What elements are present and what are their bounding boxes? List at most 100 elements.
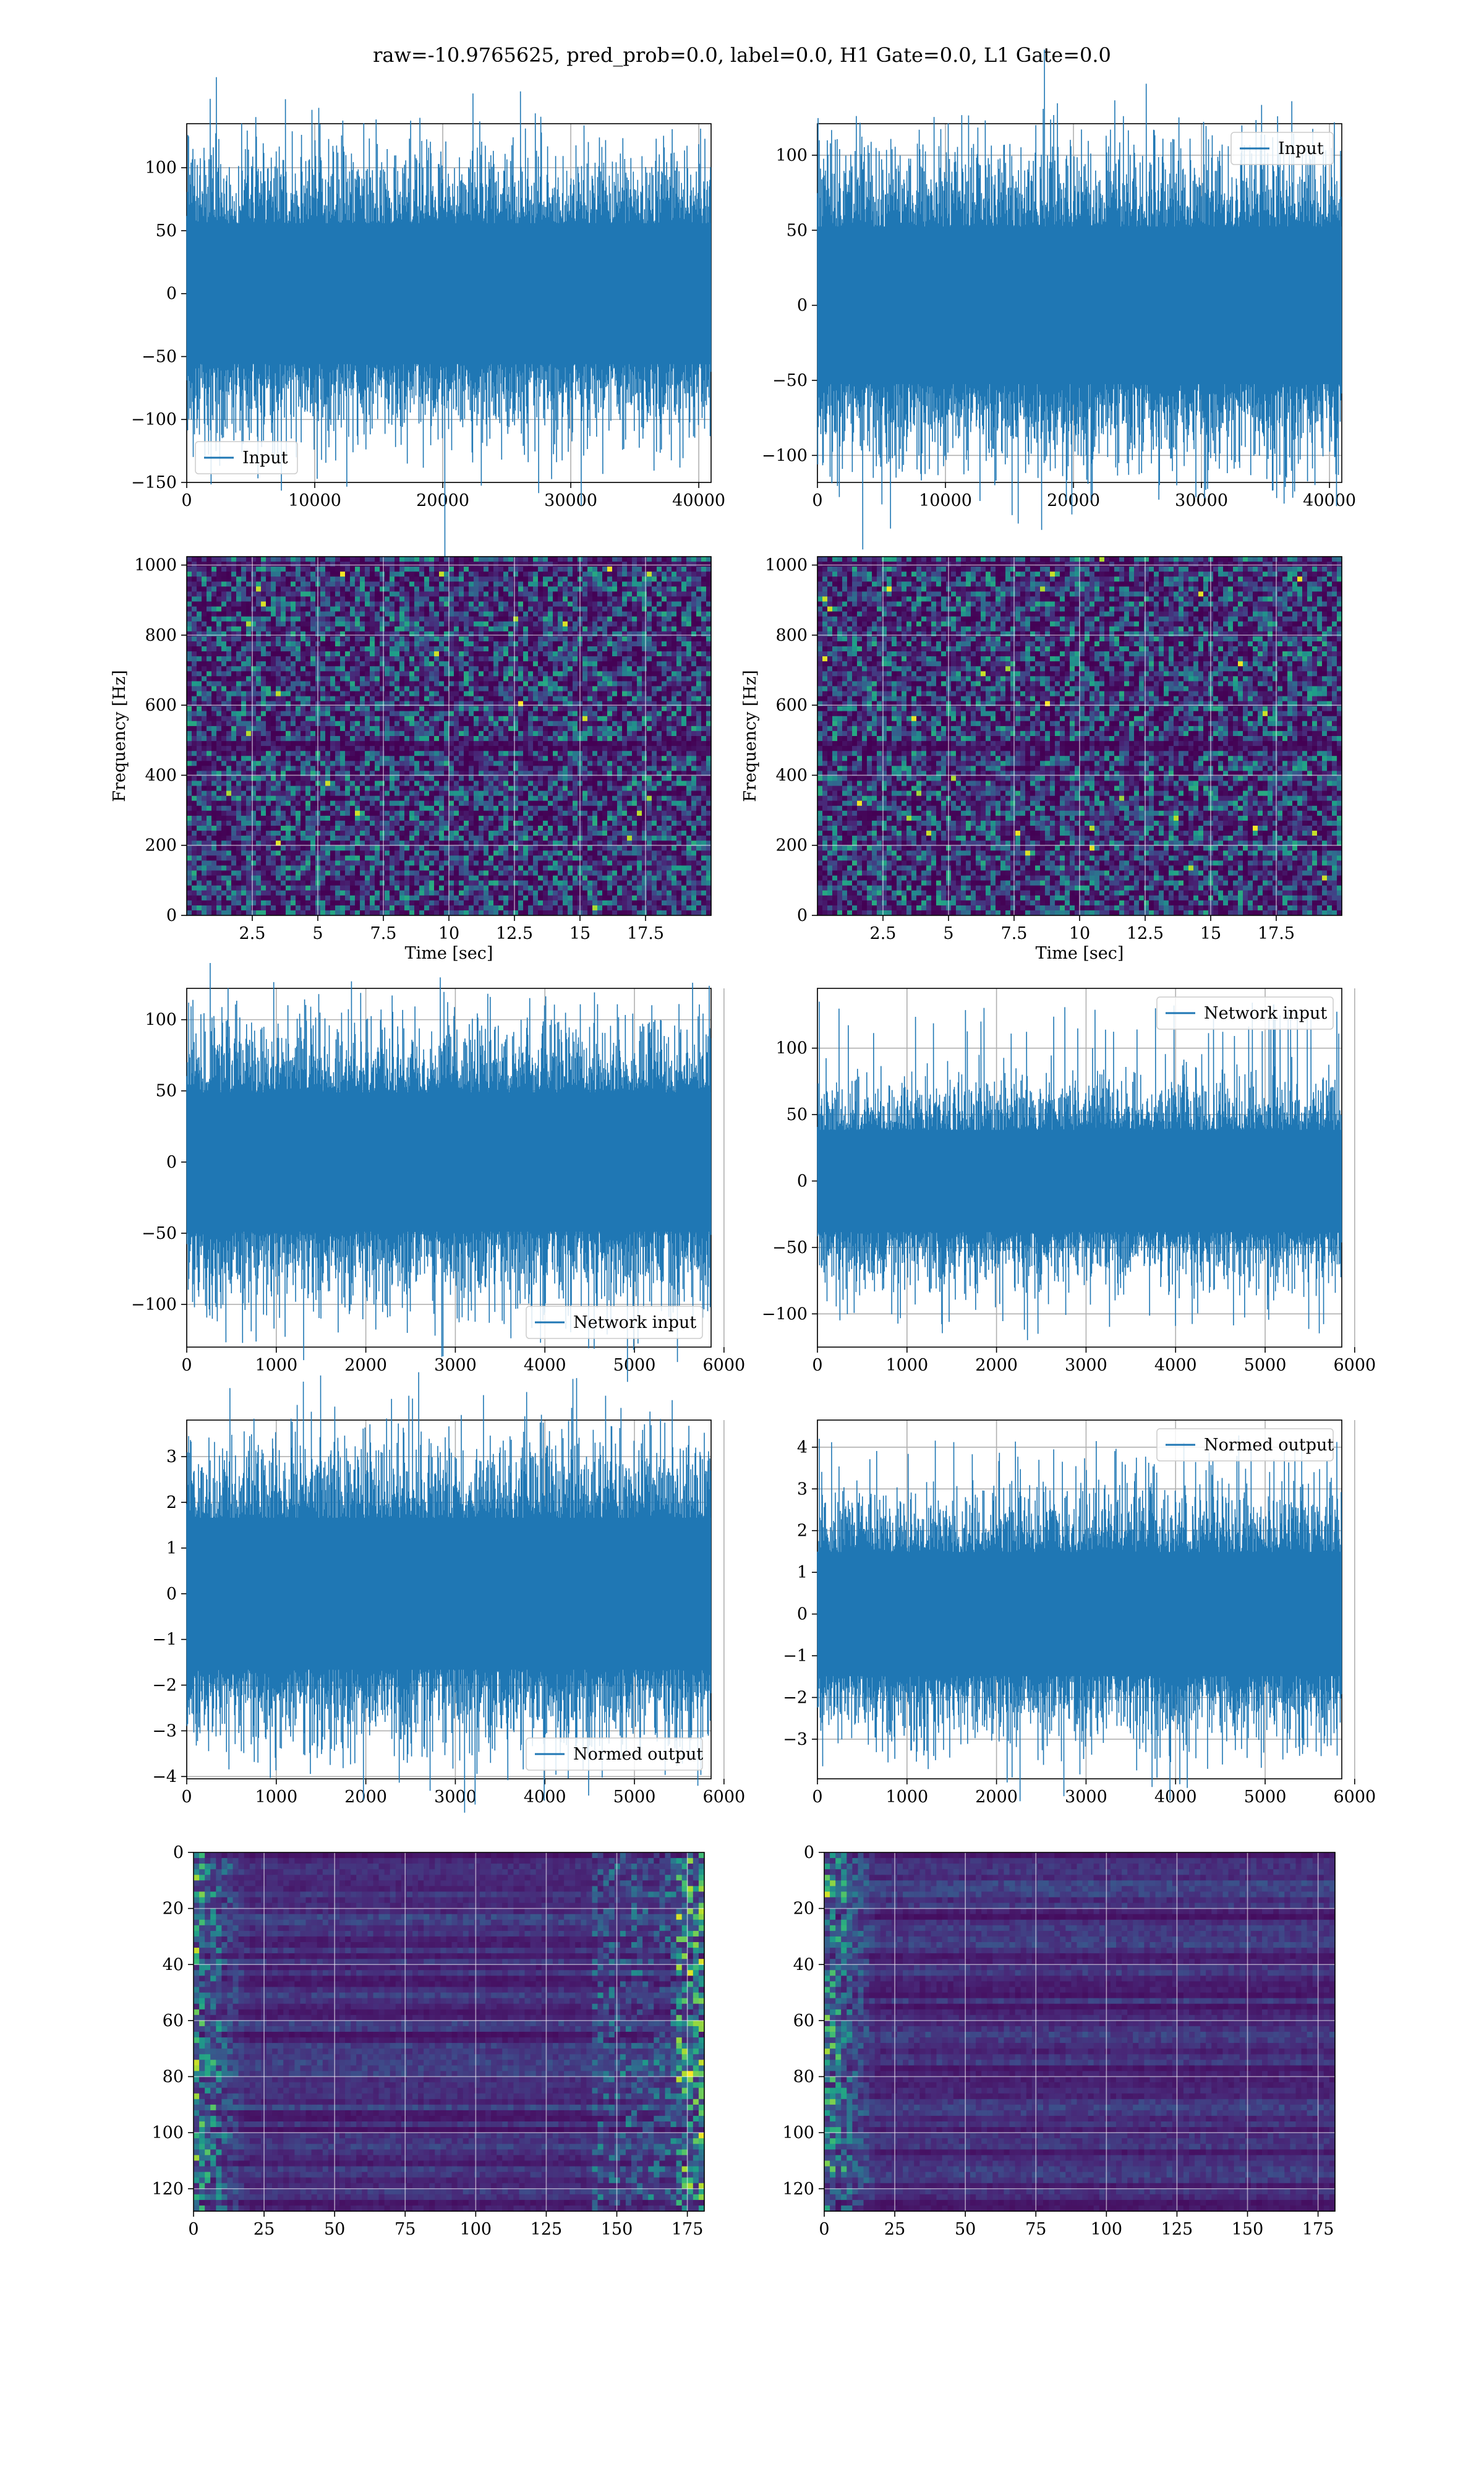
heatmap-cell	[424, 886, 430, 891]
heatmap-cell	[380, 736, 385, 742]
heatmap-cell	[266, 581, 271, 587]
heatmap-cell	[518, 716, 524, 722]
heatmap-cell	[301, 831, 306, 836]
heatmap-cell	[256, 826, 262, 831]
heatmap-cell	[340, 641, 346, 647]
heatmap-cell	[508, 845, 514, 851]
heatmap-cell	[236, 631, 242, 637]
heatmap-cell	[404, 631, 410, 637]
heatmap-cell	[394, 811, 400, 816]
heatmap-cell	[498, 716, 504, 722]
heatmap-cell	[454, 581, 459, 587]
heatmap-cell	[434, 751, 440, 756]
heatmap-cell	[404, 756, 410, 761]
heatmap-cell	[241, 901, 247, 906]
heatmap-cell	[479, 646, 484, 652]
heatmap-cell	[390, 591, 395, 597]
heatmap-cell	[503, 896, 509, 901]
heatmap-cell	[355, 886, 360, 891]
heatmap-cell	[261, 751, 267, 756]
heatmap-cell	[449, 641, 454, 647]
heatmap-cell	[320, 741, 326, 747]
heatmap-cell	[246, 796, 252, 802]
heatmap-cell	[360, 761, 365, 766]
heatmap-cell	[325, 721, 331, 727]
heatmap-cell	[216, 706, 222, 712]
heatmap-cell	[404, 746, 410, 751]
heatmap-cell	[226, 736, 232, 742]
heatmap-cell	[380, 676, 385, 682]
heatmap-cell	[409, 661, 415, 667]
heatmap-cell	[399, 881, 405, 886]
heatmap-cell	[350, 905, 356, 911]
heatmap-cell	[286, 860, 291, 866]
heatmap-cell	[291, 876, 296, 881]
heatmap-cell	[266, 731, 271, 737]
heatmap-cell	[439, 576, 445, 582]
figure-suptitle: raw=-10.9765625, pred_prob=0.0, label=0.…	[373, 43, 1111, 67]
heatmap-cell	[197, 627, 202, 632]
heatmap-cell	[414, 627, 420, 632]
heatmap-cell	[493, 696, 499, 702]
heatmap-cell	[434, 850, 440, 856]
heatmap-cell	[226, 746, 232, 751]
heatmap-cell	[226, 761, 232, 766]
heatmap-cell	[493, 586, 499, 592]
heatmap-cell	[508, 681, 514, 687]
heatmap-cell	[256, 860, 262, 866]
heatmap-cell	[291, 636, 296, 642]
heatmap-cell	[414, 636, 420, 642]
heatmap-cell	[330, 686, 336, 691]
heatmap-cell	[459, 701, 464, 707]
heatmap-cell	[236, 596, 242, 602]
heatmap-cell	[345, 691, 351, 697]
heatmap-cell	[291, 602, 296, 607]
heatmap-cell	[211, 816, 217, 821]
heatmap-cell	[370, 571, 375, 577]
heatmap-cell	[301, 656, 306, 662]
heatmap-cell	[197, 886, 202, 891]
heatmap-cell	[434, 826, 440, 831]
heatmap-cell	[454, 831, 459, 836]
heatmap-cell	[380, 716, 385, 722]
heatmap-cell	[459, 891, 464, 896]
heatmap-cell	[231, 860, 237, 866]
heatmap-cell	[390, 567, 395, 572]
heatmap-cell	[498, 681, 504, 687]
heatmap-cell	[385, 576, 390, 582]
heatmap-cell	[375, 905, 380, 911]
heatmap-cell	[192, 622, 197, 627]
heatmap-cell	[236, 641, 242, 647]
heatmap-cell	[508, 641, 514, 647]
heatmap-cell	[236, 816, 242, 821]
heatmap-cell	[419, 791, 425, 797]
heatmap-cell	[330, 901, 336, 906]
y-tick-label: 100	[145, 158, 177, 178]
heatmap-cell	[493, 881, 499, 886]
heatmap-cell	[355, 761, 360, 766]
heatmap-cell	[493, 631, 499, 637]
heatmap-cell	[345, 741, 351, 747]
heatmap-cell	[320, 886, 326, 891]
heatmap-cell	[276, 567, 281, 572]
heatmap-cell	[493, 641, 499, 647]
heatmap-cell	[207, 726, 212, 732]
heatmap-cell	[207, 646, 212, 652]
heatmap-cell	[429, 781, 435, 787]
heatmap-cell	[434, 741, 440, 747]
heatmap-cell	[266, 791, 271, 797]
heatmap-cell	[241, 741, 247, 747]
heatmap-cell	[454, 826, 459, 831]
heatmap-cell	[340, 881, 346, 886]
heatmap-cell	[335, 845, 341, 851]
heatmap-cell	[518, 661, 524, 667]
heatmap-cell	[207, 701, 212, 707]
heatmap-cell	[434, 836, 440, 841]
heatmap-cell	[488, 691, 494, 697]
heatmap-cell	[409, 741, 415, 747]
heatmap-cell	[231, 716, 237, 722]
heatmap-cell	[429, 666, 435, 672]
heatmap-cell	[266, 681, 271, 687]
heatmap-cell	[345, 581, 351, 587]
heatmap-cell	[350, 636, 356, 642]
